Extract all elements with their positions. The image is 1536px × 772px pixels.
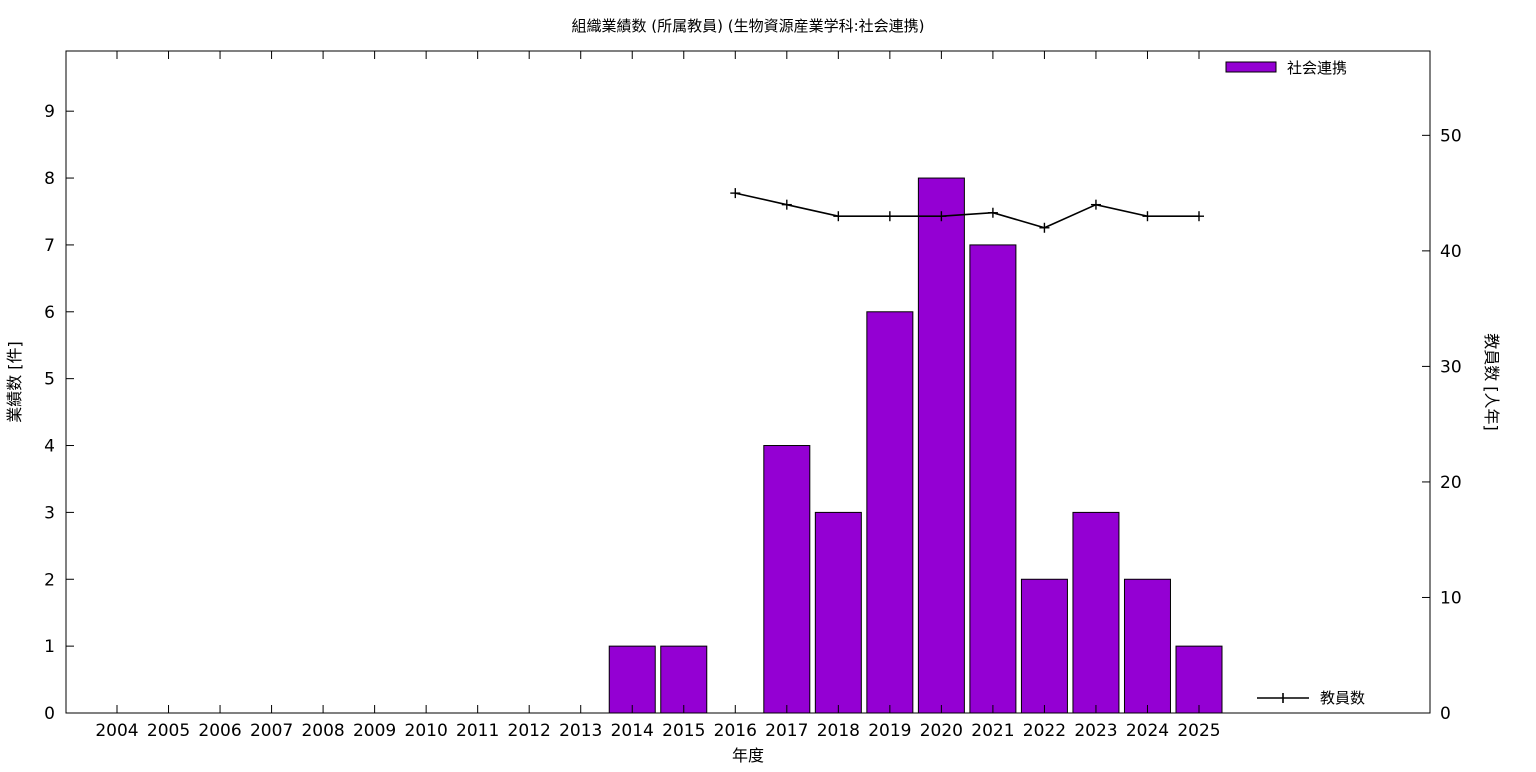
x-tick-label: 2020 [920, 721, 963, 741]
y-tick-label: 4 [44, 437, 55, 457]
x-tick-label: 2024 [1126, 721, 1169, 741]
y2-tick-label: 0 [1440, 704, 1451, 724]
bar-2023 [1072, 511, 1120, 714]
legend-bar-label: 社会連携 [1287, 59, 1347, 77]
bar-2017 [763, 445, 811, 714]
y2-tick-label: 10 [1440, 588, 1462, 608]
legend-line-label: 教員数 [1320, 689, 1365, 707]
bar-2020 [917, 177, 965, 714]
x-tick-label: 2004 [95, 721, 138, 741]
bar-2024 [1123, 578, 1171, 714]
line-point-2025 [1194, 211, 1204, 222]
x-tick-label: 2022 [1023, 721, 1066, 741]
line-point-2022 [1039, 222, 1050, 233]
x-tick-label: 2009 [353, 721, 396, 741]
y2-tick-label: 40 [1440, 242, 1462, 262]
bar-2018 [814, 511, 862, 714]
line-point-2016 [730, 188, 741, 199]
legend-line-series: 教員数 [1257, 689, 1365, 707]
y2-axis-title: 教員数 [人年] [1482, 333, 1501, 431]
legend-bar-series: 社会連携 [1225, 59, 1347, 77]
bar-2019 [866, 311, 914, 714]
ticks-layer [66, 51, 1430, 714]
chart-title: 組織業績数 (所属教員) (生物資源産業学科:社会連携) [571, 17, 924, 35]
right-axis-labels: 0 10 20 30 40 50 [1440, 126, 1462, 724]
x-tick-label: 2006 [198, 721, 241, 741]
x-tick-label: 2011 [456, 721, 499, 741]
legend-bar-swatch [1225, 61, 1277, 73]
bar-2025 [1175, 645, 1223, 714]
x-tick-label: 2023 [1074, 721, 1117, 741]
y2-tick-label: 50 [1440, 126, 1462, 146]
x-tick-label: 2021 [971, 721, 1014, 741]
y-axis-title: 業績数 [件] [5, 341, 24, 423]
line-point-2023 [1090, 199, 1101, 210]
x-tick-label: 2019 [868, 721, 911, 741]
y-tick-label: 5 [44, 370, 55, 390]
x-tick-label: 2018 [817, 721, 860, 741]
plot-frame [65, 50, 1431, 714]
bar-2021 [969, 244, 1017, 714]
line-series-faculty [735, 192, 1199, 229]
x-tick-label: 2013 [559, 721, 602, 741]
y-tick-label: 3 [44, 503, 55, 523]
y-tick-label: 6 [44, 303, 55, 323]
line-point-2019 [884, 211, 895, 222]
x-tick-label: 2015 [662, 721, 705, 741]
x-tick-label: 2017 [765, 721, 808, 741]
line-point-2020 [936, 211, 947, 222]
bar-2015 [660, 645, 708, 714]
y-tick-label: 9 [44, 102, 55, 122]
x-tick-label: 2014 [611, 721, 654, 741]
y-tick-label: 2 [44, 570, 55, 590]
line-point-2024 [1142, 211, 1153, 222]
line-point-2021 [987, 207, 998, 218]
line-layer [730, 188, 1204, 233]
x-tick-label: 2008 [301, 721, 344, 741]
bar-2014 [608, 645, 656, 714]
line-point-2017 [781, 199, 792, 210]
y-tick-label: 1 [44, 637, 55, 657]
y-tick-label: 7 [44, 236, 55, 256]
x-tick-label: 2016 [714, 721, 757, 741]
y2-tick-label: 20 [1440, 473, 1462, 493]
x-tick-label: 2007 [250, 721, 293, 741]
x-tick-label: 2005 [147, 721, 190, 741]
line-point-2018 [833, 211, 844, 222]
bar-2022 [1020, 578, 1068, 714]
x-axis-title: 年度 [732, 746, 764, 765]
x-tick-label: 2025 [1177, 721, 1220, 741]
x-tick-label: 2010 [405, 721, 448, 741]
left-axis-labels: 0 1 2 3 4 5 6 7 8 9 [44, 102, 55, 724]
y-tick-label: 0 [44, 704, 55, 724]
y-tick-label: 8 [44, 169, 55, 189]
x-tick-label: 2012 [508, 721, 551, 741]
bars-layer [608, 177, 1223, 714]
y2-tick-label: 30 [1440, 357, 1462, 377]
x-axis-labels: 2004 2005 2006 2007 2008 2009 2010 2011 2012 2013… [95, 721, 1220, 741]
